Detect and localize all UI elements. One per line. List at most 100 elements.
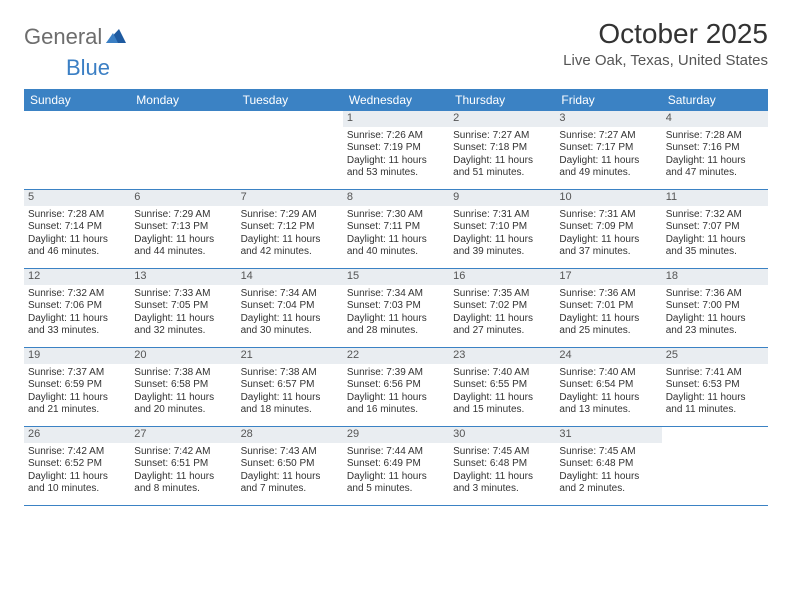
sunrise-line: Sunrise: 7:32 AM — [28, 288, 126, 301]
day-number: 17 — [555, 269, 661, 285]
day-cell: 1Sunrise: 7:26 AMSunset: 7:19 PMDaylight… — [343, 111, 449, 189]
sunrise-line: Sunrise: 7:40 AM — [559, 367, 657, 380]
day-number: 11 — [662, 190, 768, 206]
daylight-line: Daylight: 11 hours and 7 minutes. — [241, 471, 339, 496]
day-number: 7 — [237, 190, 343, 206]
sunset-line: Sunset: 7:17 PM — [559, 142, 657, 155]
empty-cell — [237, 111, 343, 189]
day-number: 6 — [130, 190, 236, 206]
sunset-line: Sunset: 6:54 PM — [559, 379, 657, 392]
day-number: 12 — [24, 269, 130, 285]
daylight-line: Daylight: 11 hours and 39 minutes. — [453, 234, 551, 259]
day-number: 23 — [449, 348, 555, 364]
day-cell: 9Sunrise: 7:31 AMSunset: 7:10 PMDaylight… — [449, 190, 555, 268]
sunset-line: Sunset: 6:50 PM — [241, 458, 339, 471]
day-number: 18 — [662, 269, 768, 285]
logo-triangle-icon — [106, 27, 126, 48]
month-title: October 2025 — [563, 18, 768, 50]
sunset-line: Sunset: 7:13 PM — [134, 221, 232, 234]
weekday-label: Friday — [555, 89, 661, 111]
day-number: 25 — [662, 348, 768, 364]
sunrise-line: Sunrise: 7:37 AM — [28, 367, 126, 380]
sunset-line: Sunset: 6:57 PM — [241, 379, 339, 392]
day-cell: 5Sunrise: 7:28 AMSunset: 7:14 PMDaylight… — [24, 190, 130, 268]
sunset-line: Sunset: 7:12 PM — [241, 221, 339, 234]
day-cell: 23Sunrise: 7:40 AMSunset: 6:55 PMDayligh… — [449, 348, 555, 426]
weekday-label: Wednesday — [343, 89, 449, 111]
day-number: 21 — [237, 348, 343, 364]
daylight-line: Daylight: 11 hours and 3 minutes. — [453, 471, 551, 496]
day-cell: 8Sunrise: 7:30 AMSunset: 7:11 PMDaylight… — [343, 190, 449, 268]
day-number: 31 — [555, 427, 661, 443]
daylight-line: Daylight: 11 hours and 28 minutes. — [347, 313, 445, 338]
day-cell: 15Sunrise: 7:34 AMSunset: 7:03 PMDayligh… — [343, 269, 449, 347]
daylight-line: Daylight: 11 hours and 10 minutes. — [28, 471, 126, 496]
week-row: 5Sunrise: 7:28 AMSunset: 7:14 PMDaylight… — [24, 190, 768, 269]
sunrise-line: Sunrise: 7:32 AM — [666, 209, 764, 222]
sunrise-line: Sunrise: 7:27 AM — [559, 130, 657, 143]
logo-text-blue: Blue — [66, 55, 110, 80]
day-number: 24 — [555, 348, 661, 364]
sunset-line: Sunset: 7:19 PM — [347, 142, 445, 155]
week-row: 12 Sunrise: 7:32 AMSunset: 7:06 PM Dayligh… — [24, 269, 768, 348]
daylight-line: Daylight: 11 hours and 2 minutes. — [559, 471, 657, 496]
daylight-line: Daylight: 11 hours and 13 minutes. — [559, 392, 657, 417]
week-row: 1Sunrise: 7:26 AMSunset: 7:19 PMDaylight… — [24, 111, 768, 190]
daylight-line: Daylight: 11 hours and 47 minutes. — [666, 155, 764, 180]
daylight-line: Daylight: 11 hours and 46 minutes. — [28, 234, 126, 259]
sunrise-line: Sunrise: 7:40 AM — [453, 367, 551, 380]
sunrise-line: Sunrise: 7:38 AM — [134, 367, 232, 380]
sunrise-line: Sunrise: 7:28 AM — [28, 209, 126, 222]
day-number: 13 — [130, 269, 236, 285]
day-cell: 31Sunrise: 7:45 AMSunset: 6:48 PMDayligh… — [555, 427, 661, 505]
sunset-line: Sunset: 7:05 PM — [134, 300, 232, 313]
day-number: 2 — [449, 111, 555, 127]
day-number: 14 — [237, 269, 343, 285]
daylight-line: Daylight: 11 hours and 5 minutes. — [347, 471, 445, 496]
week-row: 19Sunrise: 7:37 AMSunset: 6:59 PMDayligh… — [24, 348, 768, 427]
day-number: 27 — [130, 427, 236, 443]
sunset-line: Sunset: 7:16 PM — [666, 142, 764, 155]
sunset-line: Sunset: 7:10 PM — [453, 221, 551, 234]
day-cell: 18Sunrise: 7:36 AMSunset: 7:00 PMDayligh… — [662, 269, 768, 347]
sunrise-line: Sunrise: 7:31 AM — [559, 209, 657, 222]
sunrise-line: Sunrise: 7:35 AM — [453, 288, 551, 301]
location-text: Live Oak, Texas, United States — [563, 52, 768, 69]
sunset-line: Sunset: 6:48 PM — [559, 458, 657, 471]
day-number: 28 — [237, 427, 343, 443]
sunrise-line: Sunrise: 7:42 AM — [28, 446, 126, 459]
day-number: 15 — [343, 269, 449, 285]
sunrise-line: Sunrise: 7:43 AM — [241, 446, 339, 459]
day-cell: 12Sunrise: 7:32 AMSunset: 7:06 PMDayligh… — [24, 269, 130, 347]
sunset-line: Sunset: 6:58 PM — [134, 379, 232, 392]
daylight-line: Daylight: 11 hours and 11 minutes. — [666, 392, 764, 417]
sunset-line: Sunset: 7:09 PM — [559, 221, 657, 234]
calendar: SundayMondayTuesdayWednesdayThursdayFrid… — [24, 89, 768, 506]
sunset-line: Sunset: 7:06 PM — [28, 300, 126, 313]
logo-text-general: General — [24, 24, 102, 50]
day-cell: 20Sunrise: 7:38 AMSunset: 6:58 PMDayligh… — [130, 348, 236, 426]
day-cell: 26Sunrise: 7:42 AMSunset: 6:52 PMDayligh… — [24, 427, 130, 505]
day-cell: 16Sunrise: 7:35 AMSunset: 7:02 PMDayligh… — [449, 269, 555, 347]
day-number: 26 — [24, 427, 130, 443]
sunset-line: Sunset: 6:48 PM — [453, 458, 551, 471]
sunset-line: Sunset: 7:07 PM — [666, 221, 764, 234]
sunrise-line: Sunrise: 7:28 AM — [666, 130, 764, 143]
day-cell: 29Sunrise: 7:44 AMSunset: 6:49 PMDayligh… — [343, 427, 449, 505]
day-cell: 28 Sunrise: 7:43 AMSunset: 6:50 PMDayligh… — [237, 427, 343, 505]
empty-cell — [662, 427, 768, 505]
weekday-label: Saturday — [662, 89, 768, 111]
sunrise-line: Sunrise: 7:30 AM — [347, 209, 445, 222]
sunset-line: Sunset: 6:49 PM — [347, 458, 445, 471]
daylight-line: Daylight: 11 hours and 42 minutes. — [241, 234, 339, 259]
daylight-line: Daylight: 11 hours and 49 minutes. — [559, 155, 657, 180]
day-cell: 4Sunrise: 7:28 AMSunset: 7:16 PMDaylight… — [662, 111, 768, 189]
daylight-line: Daylight: 11 hours and 8 minutes. — [134, 471, 232, 496]
sunset-line: Sunset: 7:11 PM — [347, 221, 445, 234]
day-cell: 21Sunrise: 7:38 AMSunset: 6:57 PMDayligh… — [237, 348, 343, 426]
day-number: 29 — [343, 427, 449, 443]
day-cell: 27Sunrise: 7:42 AMSunset: 6:51 PMDayligh… — [130, 427, 236, 505]
day-cell: 7Sunrise: 7:29 AMSunset: 7:12 PMDaylight… — [237, 190, 343, 268]
day-cell: 11Sunrise: 7:32 AMSunset: 7:07 PMDayligh… — [662, 190, 768, 268]
daylight-line: Daylight: 11 hours and 30 minutes. — [241, 313, 339, 338]
